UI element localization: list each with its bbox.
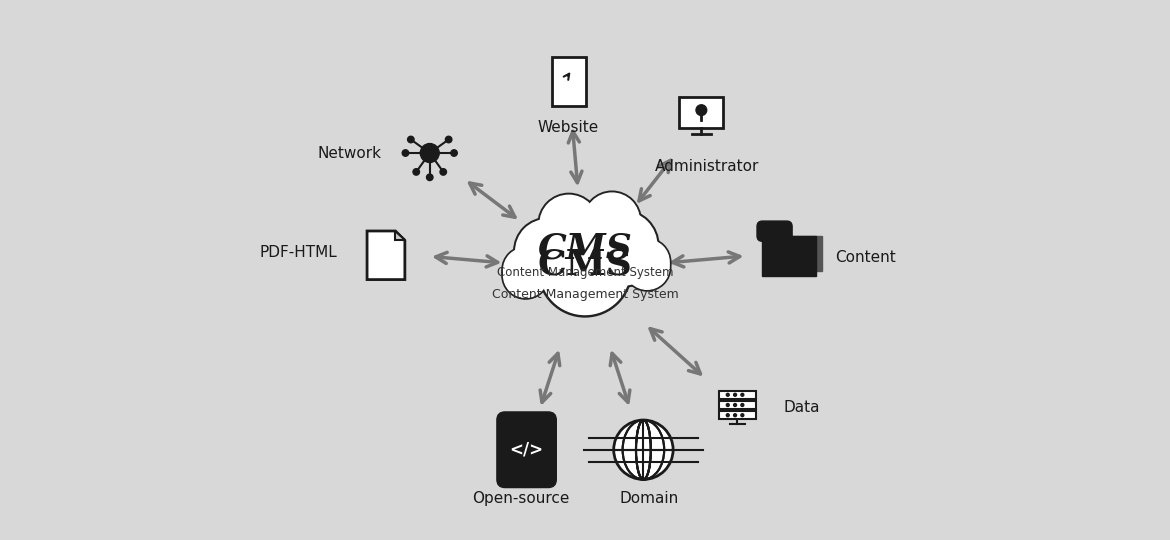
Circle shape	[440, 168, 447, 175]
Text: Content: Content	[835, 250, 896, 265]
Circle shape	[585, 199, 639, 253]
Circle shape	[515, 224, 579, 289]
Circle shape	[539, 224, 631, 316]
Circle shape	[584, 192, 640, 248]
Text: CMS: CMS	[538, 248, 632, 281]
Polygon shape	[395, 231, 405, 240]
Circle shape	[741, 403, 744, 407]
FancyBboxPatch shape	[551, 57, 585, 106]
Circle shape	[585, 193, 639, 247]
Circle shape	[734, 414, 737, 417]
Circle shape	[420, 144, 439, 163]
Circle shape	[503, 253, 548, 298]
Circle shape	[402, 150, 408, 156]
FancyBboxPatch shape	[757, 221, 792, 241]
FancyBboxPatch shape	[763, 236, 817, 276]
Circle shape	[541, 220, 629, 309]
Circle shape	[503, 248, 548, 292]
Circle shape	[516, 225, 579, 288]
Text: Website: Website	[538, 120, 599, 135]
FancyBboxPatch shape	[720, 411, 756, 420]
Text: Domain: Domain	[619, 491, 679, 506]
Circle shape	[734, 403, 737, 407]
Circle shape	[727, 414, 729, 417]
Circle shape	[727, 403, 729, 407]
Circle shape	[541, 201, 598, 258]
Circle shape	[696, 105, 707, 116]
Circle shape	[587, 211, 658, 281]
Circle shape	[427, 174, 433, 180]
Circle shape	[539, 219, 631, 310]
Circle shape	[589, 212, 656, 280]
FancyBboxPatch shape	[680, 97, 723, 129]
Circle shape	[734, 393, 737, 396]
Circle shape	[413, 168, 420, 175]
Circle shape	[539, 194, 599, 254]
Circle shape	[727, 393, 729, 396]
Circle shape	[515, 219, 579, 284]
Text: </>: </>	[509, 441, 544, 459]
FancyBboxPatch shape	[720, 401, 756, 409]
Polygon shape	[367, 231, 405, 280]
Circle shape	[407, 136, 414, 143]
Circle shape	[541, 226, 629, 314]
Circle shape	[589, 217, 656, 285]
Circle shape	[625, 245, 669, 290]
Circle shape	[516, 220, 579, 282]
Text: Data: Data	[784, 400, 820, 415]
Circle shape	[741, 414, 744, 417]
Text: Content Management System: Content Management System	[491, 288, 679, 301]
FancyBboxPatch shape	[720, 390, 756, 399]
Circle shape	[614, 420, 673, 480]
Circle shape	[625, 239, 669, 285]
Circle shape	[584, 198, 640, 254]
Circle shape	[539, 200, 599, 259]
Circle shape	[503, 253, 549, 298]
Circle shape	[450, 150, 457, 156]
Text: Network: Network	[317, 145, 381, 160]
Circle shape	[587, 216, 658, 286]
FancyBboxPatch shape	[497, 412, 556, 488]
FancyBboxPatch shape	[768, 236, 821, 271]
Circle shape	[446, 136, 452, 143]
Circle shape	[741, 393, 744, 396]
Circle shape	[541, 195, 598, 253]
Text: Administrator: Administrator	[654, 159, 759, 174]
Circle shape	[625, 240, 669, 284]
Text: Open-source: Open-source	[473, 491, 570, 506]
Text: PDF-HTML: PDF-HTML	[260, 245, 337, 260]
Text: Content Management System: Content Management System	[497, 266, 673, 279]
Circle shape	[503, 247, 549, 293]
Circle shape	[625, 245, 669, 289]
Text: CMS: CMS	[537, 232, 633, 265]
